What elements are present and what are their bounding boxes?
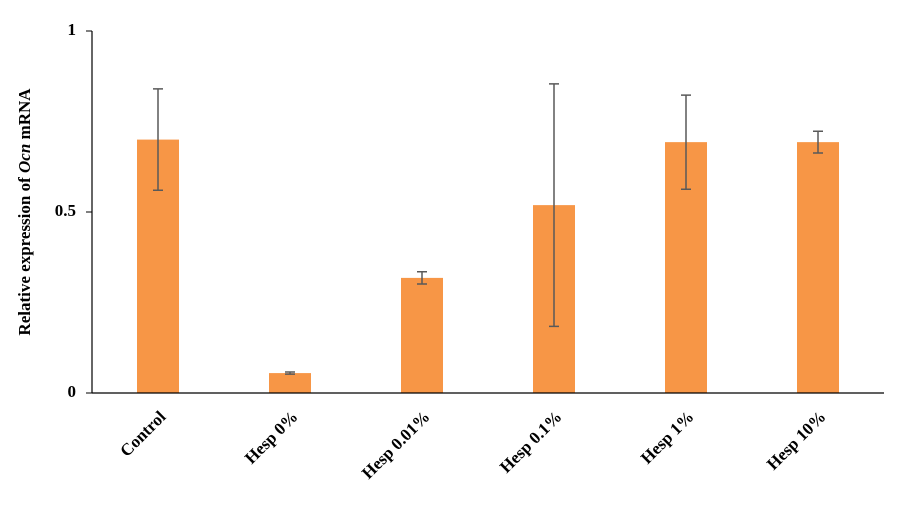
bar <box>269 373 311 393</box>
x-tick-label: Hesp 0% <box>241 407 302 468</box>
y-label-part: Ocn <box>15 144 34 173</box>
y-axis-label: Relative expression of Ocn mRNA <box>15 88 34 336</box>
x-tick-label: Hesp 1% <box>637 407 698 468</box>
x-tick-label: Control <box>116 407 169 460</box>
error-bar <box>153 88 163 192</box>
x-tick-label: Hesp 0.1% <box>496 407 566 477</box>
y-label-part: mRNA <box>15 88 34 144</box>
y-tick-label: 0 <box>68 382 77 401</box>
bar <box>797 142 839 393</box>
error-bar <box>285 371 295 375</box>
y-label-part: Relative expression of <box>15 173 34 336</box>
x-tick-label: Hesp 0.01% <box>358 407 434 483</box>
bar <box>401 277 443 393</box>
y-tick-label: 1 <box>68 20 77 39</box>
error-bar <box>549 83 559 328</box>
error-bar <box>813 130 823 154</box>
y-tick-label: 0.5 <box>55 201 76 220</box>
error-bar <box>417 270 427 285</box>
error-bar <box>681 94 691 190</box>
x-tick-label: Hesp 10% <box>763 407 830 474</box>
